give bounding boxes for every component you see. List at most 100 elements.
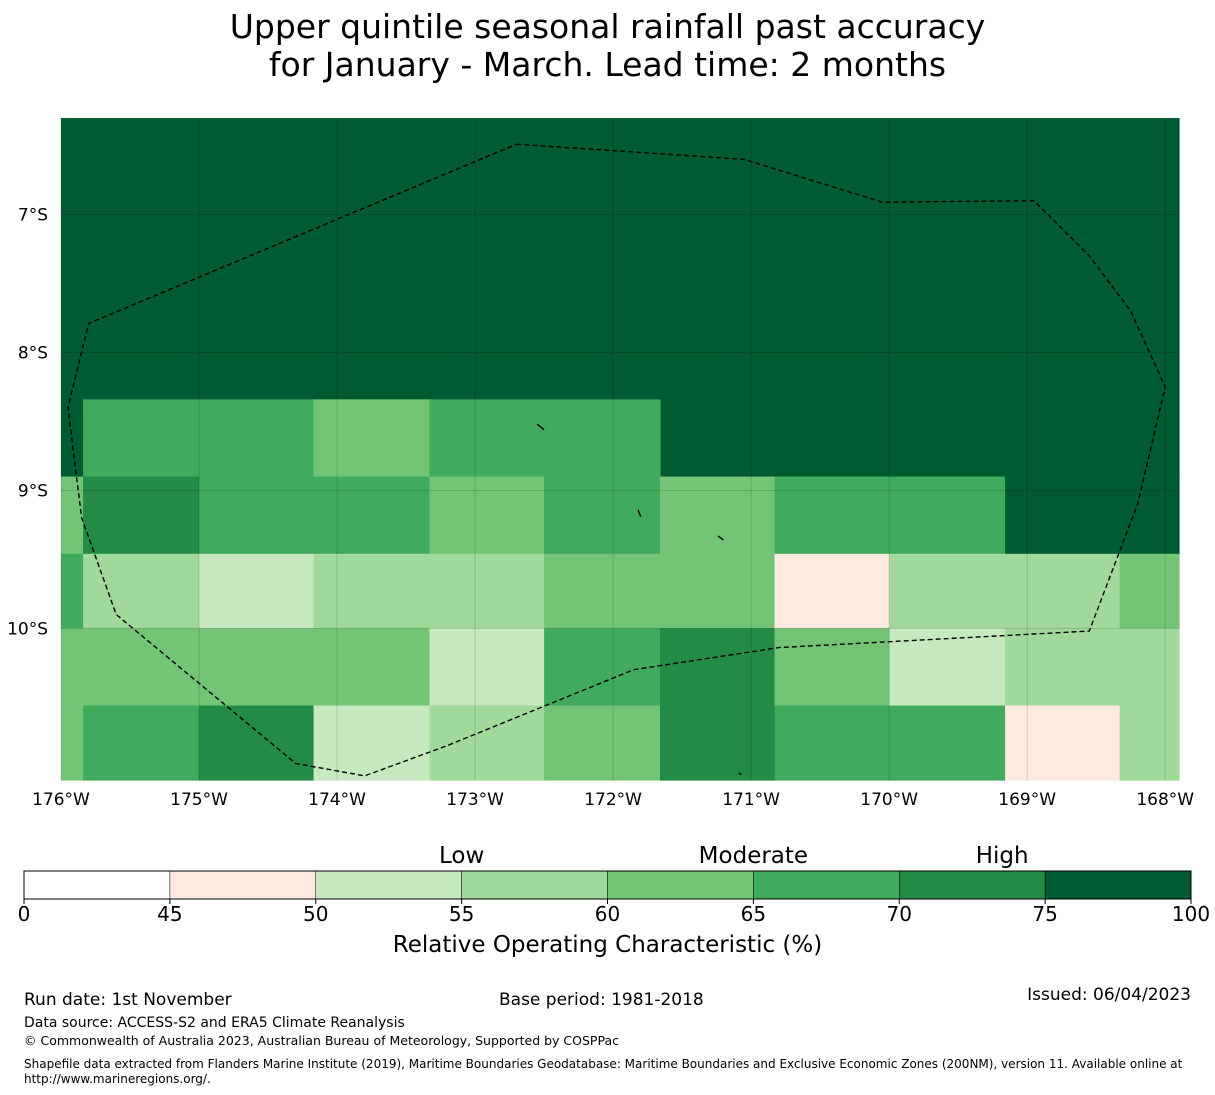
roc-cell [199, 553, 315, 629]
colorbar-segment [315, 870, 462, 900]
roc-cell [199, 476, 315, 555]
base-period: Base period: 1981-2018 [499, 990, 704, 1010]
roc-cell [199, 705, 315, 781]
roc-cell [61, 553, 84, 629]
y-tick-label: 7°S [18, 206, 48, 226]
colorbar-category-moderate: Moderate [698, 843, 809, 869]
roc-cell [313, 476, 431, 555]
roc-cell [1005, 553, 1121, 629]
roc-cell [313, 399, 431, 478]
roc-cell [889, 628, 1006, 707]
roc-cell [660, 553, 776, 629]
roc-cell [83, 553, 200, 629]
roc-cell [429, 399, 545, 478]
roc-cell [774, 628, 890, 707]
colorbar-segment [899, 870, 1046, 900]
y-axis-ticks: 7°S 8°S 9°S 10°S [7, 206, 48, 640]
title-line-1: Upper quintile seasonal rainfall past ac… [229, 7, 986, 46]
roc-cell [1005, 628, 1121, 707]
roc-cell [313, 705, 431, 781]
x-tick-label: 173°W [446, 790, 504, 810]
x-tick-label: 176°W [32, 790, 90, 810]
roc-cell [660, 628, 776, 707]
colorbar-segment [753, 870, 900, 900]
copyright-notice: © Commonwealth of Australia 2023, Austra… [24, 1033, 619, 1048]
title-line-2: for January - March. Lead time: 2 months [268, 45, 947, 84]
roc-cell [1119, 553, 1180, 629]
colorbar-segment [1044, 870, 1192, 900]
roc-cell [313, 628, 431, 707]
roc-cell [774, 705, 890, 781]
x-tick-label: 174°W [308, 790, 366, 810]
roc-cell [61, 628, 84, 707]
colorbar-category-low: Low [438, 843, 485, 869]
x-axis-ticks: 176°W 175°W 174°W 173°W 172°W 171°W 170°W 169°W… [32, 790, 1194, 810]
colorbar-segment [461, 870, 608, 900]
colorbar-tick-label: 50 [303, 902, 329, 926]
roc-cell [429, 628, 545, 707]
colorbar-tick-label: 60 [594, 902, 621, 926]
x-tick-label: 172°W [584, 790, 642, 810]
x-tick-label: 169°W [998, 790, 1056, 810]
colorbar-tick-label: 100 [1171, 902, 1211, 926]
roc-cell [199, 628, 315, 707]
roc-cell [429, 476, 545, 555]
roc-cell [774, 476, 890, 555]
eez-boundary [67, 143, 1166, 777]
roc-cell [889, 476, 1006, 555]
island-outline [637, 509, 642, 517]
colorbar [23, 870, 1192, 904]
roc-cell [1119, 705, 1180, 781]
roc-cell [429, 705, 545, 781]
roc-cell [83, 476, 200, 555]
colorbar-tick-label: 75 [1032, 902, 1058, 926]
shapefile-credit-line-2: http://www.marineregions.org/. [24, 1072, 211, 1086]
roc-cell [889, 553, 1006, 629]
roc-grid-cells [61, 118, 1180, 781]
roc-cell [1005, 705, 1121, 781]
chart-title: Upper quintile seasonal rainfall past ac… [0, 8, 1215, 84]
island-outline [717, 535, 724, 541]
colorbar-tick-label: 45 [157, 902, 183, 926]
roc-cell [889, 705, 1006, 781]
eez-boundary-line [67, 143, 1166, 777]
colorbar-tick-label: 0 [17, 902, 31, 926]
roc-cell [1119, 628, 1180, 707]
colorbar-label: Relative Operating Characteristic (%) [392, 932, 823, 958]
y-tick-label: 10°S [7, 619, 48, 639]
x-tick-label: 175°W [170, 790, 228, 810]
colorbar-tick-label: 65 [740, 902, 767, 926]
islands [536, 423, 742, 776]
roc-cell [544, 553, 661, 629]
y-tick-label: 9°S [18, 481, 48, 501]
roc-cell [429, 553, 545, 629]
roc-cell [660, 705, 776, 781]
colorbar-tick-label: 70 [886, 902, 912, 926]
run-date: Run date: 1st November [24, 990, 232, 1010]
shapefile-credit-line-1: Shapefile data extracted from Flanders M… [24, 1057, 1183, 1071]
roc-cell [774, 553, 890, 629]
data-source: Data source: ACCESS-S2 and ERA5 Climate … [24, 1015, 405, 1031]
roc-cell [1005, 476, 1180, 555]
roc-cell [61, 476, 84, 555]
y-tick-label: 8°S [18, 343, 48, 363]
roc-cell [544, 628, 661, 707]
roc-cell [313, 553, 431, 629]
graticule [60, 118, 1179, 780]
roc-cell [544, 399, 661, 478]
roc-cell [544, 705, 661, 781]
roc-cell [83, 399, 200, 478]
island-outline [536, 423, 545, 431]
roc-cell [199, 399, 315, 478]
x-tick-label: 171°W [722, 790, 780, 810]
roc-cell [660, 476, 776, 555]
roc-cell [544, 476, 661, 555]
colorbar-category-high: High [975, 843, 1029, 869]
colorbar-tick-label: 55 [448, 902, 475, 926]
roc-cell [61, 705, 84, 781]
colorbar-segment [607, 870, 754, 900]
issued-date: Issued: 06/04/2023 [1027, 985, 1191, 1005]
x-tick-label: 168°W [1136, 790, 1194, 810]
roc-cell [83, 628, 200, 707]
colorbar-segment [169, 870, 316, 900]
